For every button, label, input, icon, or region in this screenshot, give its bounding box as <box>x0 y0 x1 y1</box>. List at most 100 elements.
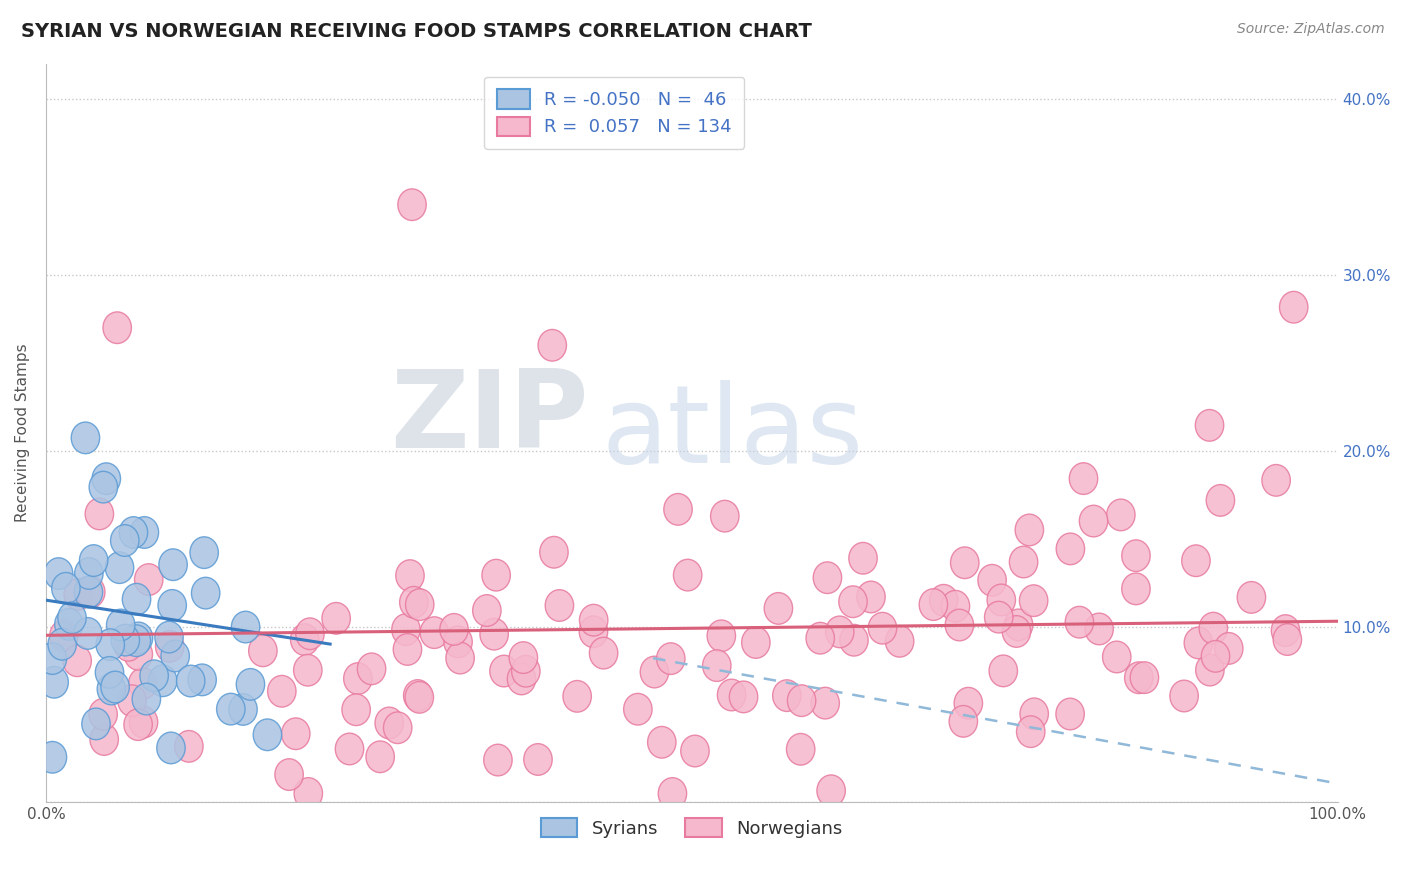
Ellipse shape <box>357 653 385 685</box>
Ellipse shape <box>392 614 420 646</box>
Ellipse shape <box>787 685 815 716</box>
Ellipse shape <box>188 664 217 696</box>
Ellipse shape <box>813 562 842 593</box>
Ellipse shape <box>988 655 1018 687</box>
Ellipse shape <box>58 602 86 633</box>
Ellipse shape <box>979 565 1007 596</box>
Ellipse shape <box>149 665 177 697</box>
Ellipse shape <box>1181 545 1211 576</box>
Legend: Syrians, Norwegians: Syrians, Norwegians <box>534 811 849 845</box>
Ellipse shape <box>1056 698 1084 730</box>
Ellipse shape <box>1015 514 1043 546</box>
Ellipse shape <box>343 663 373 694</box>
Ellipse shape <box>281 718 309 749</box>
Ellipse shape <box>673 559 702 591</box>
Ellipse shape <box>294 655 322 686</box>
Ellipse shape <box>399 586 427 618</box>
Ellipse shape <box>86 498 114 530</box>
Ellipse shape <box>114 630 142 661</box>
Ellipse shape <box>90 723 118 756</box>
Ellipse shape <box>489 656 519 687</box>
Ellipse shape <box>1107 500 1135 531</box>
Ellipse shape <box>38 741 66 773</box>
Ellipse shape <box>1271 615 1299 647</box>
Ellipse shape <box>111 524 139 557</box>
Ellipse shape <box>508 663 536 695</box>
Ellipse shape <box>39 666 69 698</box>
Text: ZIP: ZIP <box>389 366 589 471</box>
Ellipse shape <box>1184 627 1212 658</box>
Ellipse shape <box>579 616 607 648</box>
Ellipse shape <box>160 640 190 672</box>
Ellipse shape <box>191 577 219 609</box>
Ellipse shape <box>1080 505 1108 537</box>
Ellipse shape <box>75 558 103 590</box>
Ellipse shape <box>444 626 472 657</box>
Ellipse shape <box>405 589 434 621</box>
Ellipse shape <box>89 471 118 503</box>
Ellipse shape <box>405 681 433 714</box>
Ellipse shape <box>1170 681 1198 712</box>
Ellipse shape <box>955 688 983 719</box>
Ellipse shape <box>82 708 110 739</box>
Ellipse shape <box>1279 292 1308 323</box>
Ellipse shape <box>295 618 325 649</box>
Ellipse shape <box>1263 465 1291 496</box>
Ellipse shape <box>75 576 103 608</box>
Ellipse shape <box>589 637 617 669</box>
Ellipse shape <box>38 643 66 674</box>
Ellipse shape <box>103 312 131 343</box>
Ellipse shape <box>1122 573 1150 605</box>
Ellipse shape <box>101 671 129 703</box>
Ellipse shape <box>1130 662 1159 693</box>
Ellipse shape <box>107 609 135 640</box>
Ellipse shape <box>920 589 948 621</box>
Ellipse shape <box>118 685 146 716</box>
Ellipse shape <box>849 542 877 574</box>
Ellipse shape <box>156 631 184 662</box>
Ellipse shape <box>89 698 117 731</box>
Ellipse shape <box>79 545 108 576</box>
Ellipse shape <box>55 608 83 640</box>
Ellipse shape <box>1085 613 1114 645</box>
Ellipse shape <box>122 583 150 615</box>
Ellipse shape <box>540 536 568 568</box>
Ellipse shape <box>707 620 735 652</box>
Ellipse shape <box>253 719 281 750</box>
Text: atlas: atlas <box>602 380 863 486</box>
Ellipse shape <box>1070 463 1098 494</box>
Ellipse shape <box>1206 484 1234 516</box>
Ellipse shape <box>141 660 169 691</box>
Ellipse shape <box>190 537 218 568</box>
Ellipse shape <box>640 657 669 688</box>
Ellipse shape <box>52 573 80 604</box>
Ellipse shape <box>45 558 73 590</box>
Ellipse shape <box>987 584 1015 615</box>
Ellipse shape <box>1019 585 1047 616</box>
Ellipse shape <box>806 623 834 654</box>
Ellipse shape <box>132 683 160 714</box>
Ellipse shape <box>648 726 676 758</box>
Ellipse shape <box>124 639 152 670</box>
Ellipse shape <box>773 680 801 712</box>
Ellipse shape <box>717 679 745 711</box>
Ellipse shape <box>177 665 205 697</box>
Ellipse shape <box>512 656 540 687</box>
Ellipse shape <box>72 422 100 454</box>
Ellipse shape <box>159 549 187 581</box>
Ellipse shape <box>174 731 202 762</box>
Ellipse shape <box>562 681 592 712</box>
Y-axis label: Receiving Food Stamps: Receiving Food Stamps <box>15 343 30 523</box>
Ellipse shape <box>49 620 79 651</box>
Ellipse shape <box>375 707 404 739</box>
Ellipse shape <box>1019 698 1049 730</box>
Ellipse shape <box>404 680 432 711</box>
Ellipse shape <box>398 189 426 220</box>
Ellipse shape <box>472 595 501 626</box>
Ellipse shape <box>509 641 537 673</box>
Ellipse shape <box>950 547 979 579</box>
Ellipse shape <box>97 673 125 705</box>
Ellipse shape <box>482 559 510 591</box>
Ellipse shape <box>65 579 93 610</box>
Ellipse shape <box>91 463 121 494</box>
